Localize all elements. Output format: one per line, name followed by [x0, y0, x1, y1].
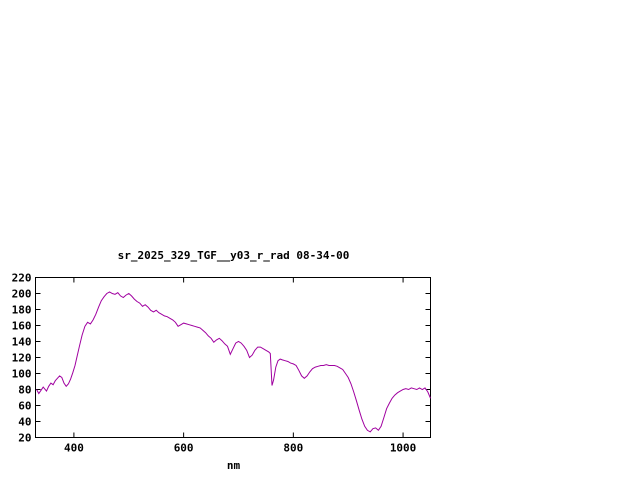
y-tick-label: 100: [12, 368, 32, 381]
y-tick-label: 220: [12, 272, 32, 285]
y-tick-label: 60: [18, 400, 31, 413]
x-tick-label: 1000: [390, 442, 417, 455]
x-tick-label: 600: [174, 442, 194, 455]
y-tick-label: 20: [18, 432, 31, 445]
y-tick-label: 40: [18, 416, 31, 429]
y-tick-label: 180: [12, 304, 32, 317]
plot-border: [35, 277, 431, 438]
y-tick-label: 120: [12, 352, 32, 365]
y-tick-label: 80: [18, 384, 31, 397]
x-tick-label: 400: [64, 442, 84, 455]
x-tick-label: 800: [283, 442, 303, 455]
chart-title: sr_2025_329_TGF__y03_r_rad 08-34-00: [117, 249, 350, 262]
x-axis-label: nm: [226, 459, 241, 472]
y-tick-label: 140: [12, 336, 32, 349]
y-tick-label: 200: [12, 288, 32, 301]
data-line-spectral-radiance: [36, 291, 431, 433]
y-tick-label: 160: [12, 320, 32, 333]
